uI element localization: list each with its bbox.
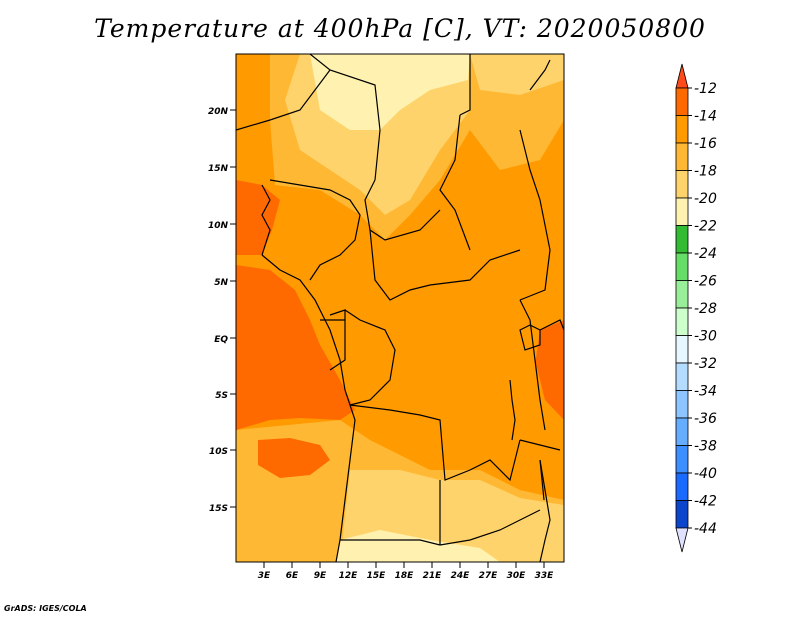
colorbar-label: -32	[694, 356, 717, 372]
colorbar-bin	[675, 252, 689, 281]
colorbar-bin	[675, 87, 689, 116]
colorbar-bottom-arrow	[675, 527, 689, 553]
colorbar-label: -44	[694, 521, 717, 537]
border-lake-tanganyika	[509, 379, 516, 441]
colorbar-bin	[675, 390, 689, 419]
field-region-12-east	[535, 320, 564, 420]
lon-labels: 3E 6E 9E 12E 15E 18E 21E 24E 27E 30E 33E	[258, 571, 554, 581]
grads-credit: GrADS: IGES/COLA	[4, 604, 87, 613]
colorbar-label: -14	[694, 109, 717, 125]
field-region-18-northeast	[470, 54, 564, 95]
lon-label: 12E	[339, 571, 359, 581]
colorbar-bin	[675, 500, 689, 529]
lat-label: 5N	[214, 278, 228, 288]
colorbar-label: -22	[694, 219, 717, 235]
colorbar-top-arrow	[675, 63, 689, 89]
lon-label: 33E	[535, 571, 555, 581]
temperature-map: 20N 15N 10N 5N EQ 5S 10S 15S 3E 6E 9E 12…	[208, 53, 717, 581]
temperature-field	[236, 54, 564, 562]
field-region-20-south	[336, 530, 500, 562]
colorbar-label: -28	[694, 301, 717, 317]
field-region-20-north	[310, 54, 470, 130]
border-sudan-west	[439, 114, 471, 251]
border-mozambique	[539, 459, 551, 562]
border-west-coast-small	[261, 184, 271, 256]
lat-labels: 20N 15N 10N 5N EQ 5S 10S 15S	[208, 107, 229, 514]
colorbar-bin	[675, 335, 689, 364]
lon-label: 21E	[423, 571, 443, 581]
border-angola-namibia	[340, 539, 441, 546]
border-libya-chad	[309, 54, 381, 181]
colorbar-bin	[675, 170, 689, 199]
lat-label: 20N	[208, 107, 229, 117]
colorbar-bin	[675, 115, 689, 144]
border-lake-victoria	[519, 324, 541, 351]
border-car-south	[369, 229, 521, 301]
map-frame	[235, 53, 565, 563]
colorbar-label: -40	[694, 466, 717, 482]
lat-ticks	[230, 109, 236, 508]
border-drc-west	[344, 309, 396, 406]
field-region-14-interior	[300, 200, 564, 455]
colorbar-label: -16	[694, 136, 717, 152]
border-tanzania	[519, 439, 561, 451]
colorbar-label: -12	[694, 81, 717, 97]
lon-label: 18E	[395, 571, 415, 581]
colorbar-label: -24	[694, 246, 717, 262]
map-title: Temperature at 400hPa [C], VT: 202005080…	[94, 14, 706, 43]
colorbar-label: -20	[694, 191, 717, 207]
border-east-africa	[519, 299, 546, 431]
colorbar-bin	[675, 142, 689, 171]
lat-label: 15N	[208, 164, 229, 174]
colorbar-bin	[675, 307, 689, 336]
lat-label: 5S	[215, 391, 228, 401]
colorbar-label: -38	[694, 439, 717, 455]
colorbar-bin	[675, 445, 689, 474]
border-niger-nigeria	[236, 69, 331, 131]
border-red-sea-coast	[529, 59, 551, 91]
colorbar-bin	[675, 197, 689, 226]
field-region-12-west	[236, 265, 355, 430]
border-congo	[329, 309, 346, 371]
field-region-12-southwest	[258, 438, 330, 478]
border-uganda-kenya	[539, 319, 564, 331]
lon-label: 24E	[451, 571, 471, 581]
lon-ticks	[263, 562, 545, 568]
border-drc-south	[349, 404, 521, 482]
border-chad-south	[364, 179, 441, 241]
colorbar: -12 -14 -16 -18 -20 -22 -24 -26 -28 -30 -32 -34 -36 -…	[675, 63, 717, 553]
colorbar-bin	[675, 472, 689, 501]
lon-label: 15E	[367, 571, 387, 581]
country-borders	[236, 54, 564, 562]
lon-label: 30E	[507, 571, 527, 581]
border-egypt-sudan	[459, 54, 471, 116]
lon-label: 3E	[258, 571, 271, 581]
colorbar-label: -36	[694, 411, 717, 427]
lon-label: 6E	[286, 571, 299, 581]
lat-label: 10S	[209, 447, 228, 457]
field-region-14-west	[236, 54, 270, 185]
colorbar-label: -26	[694, 274, 717, 290]
colorbar-label: -42	[694, 494, 717, 510]
border-nigeria-cameroon	[269, 179, 361, 281]
colorbar-label: -30	[694, 329, 717, 345]
colorbar-bin	[675, 362, 689, 391]
border-ethiopia	[519, 129, 551, 301]
border-zambia-zimbabwe	[439, 509, 541, 546]
lon-label: 9E	[314, 571, 327, 581]
lat-label: 10N	[208, 221, 229, 231]
colorbar-bin	[675, 417, 689, 446]
lat-label: EQ	[214, 335, 228, 345]
coastline-west	[261, 254, 356, 562]
colorbar-label: -34	[694, 384, 717, 400]
colorbar-label: -18	[694, 164, 717, 180]
colorbar-bin	[675, 280, 689, 309]
lat-label: 15S	[209, 504, 228, 514]
border-lake-malawi	[539, 459, 545, 501]
lon-label: 27E	[479, 571, 499, 581]
colorbar-bin	[675, 225, 689, 254]
